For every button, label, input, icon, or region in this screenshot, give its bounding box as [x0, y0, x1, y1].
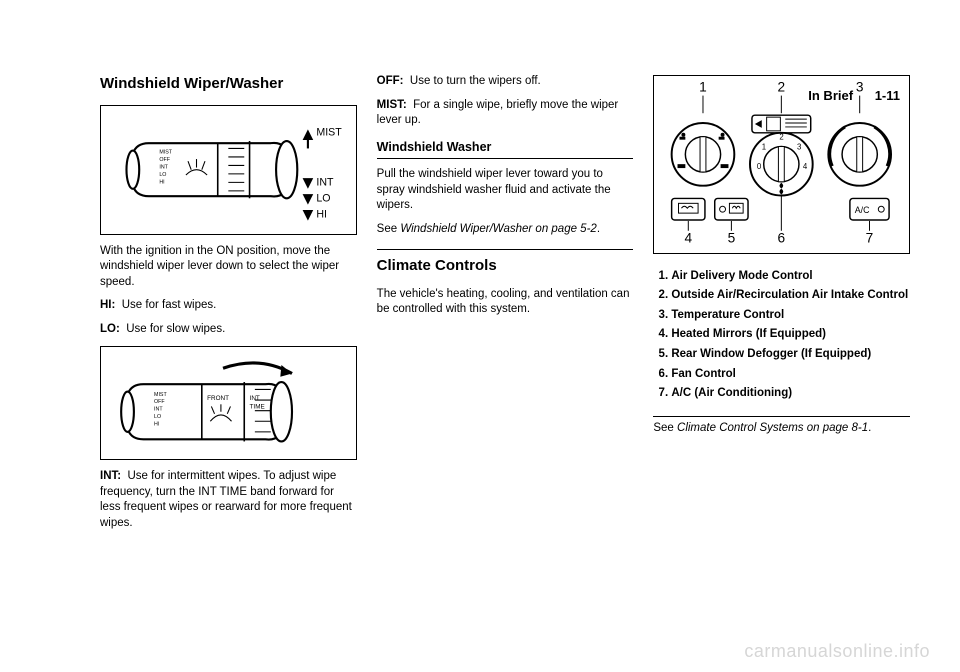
stalk-label: HI: [159, 180, 164, 186]
legend-4: Heated Mirrors (If Equipped): [671, 327, 910, 343]
wiper-hi: HI: Use for fast wipes.: [100, 298, 357, 314]
legend-7: A/C (Air Conditioning): [671, 386, 910, 402]
wiper-int: INT: Use for intermittent wipes. To adju…: [100, 469, 357, 531]
climate-title: Climate Controls: [377, 249, 634, 276]
washer-heading: Windshield Washer: [377, 139, 634, 160]
stalk-label: MIST: [159, 150, 172, 156]
legend-5: Rear Window Defogger (If Equipped): [671, 347, 910, 363]
legend-6: Fan Control: [671, 367, 910, 383]
see-prefix: See: [377, 223, 401, 235]
page-header: In Brief 1-11: [808, 88, 900, 103]
fan-2: 2: [780, 133, 784, 142]
term-mist: MIST:: [377, 99, 407, 111]
climate-text: The vehicle's heating, cooling, and vent…: [377, 287, 634, 318]
fan-3: 3: [797, 142, 802, 151]
callout-6: 6: [778, 231, 786, 246]
callout-5: 5: [728, 231, 736, 246]
see-ref: Windshield Wiper/Washer on page 5-2: [400, 223, 596, 235]
stalk-label: OFF: [159, 157, 170, 163]
stalk-label: LO: [159, 172, 166, 178]
column-3: 1 2 3: [653, 70, 910, 610]
wiper-lo: LO: Use for slow wipes.: [100, 322, 357, 338]
watermark: carmanualsonline.info: [744, 641, 930, 662]
callout-2: 2: [778, 80, 786, 95]
text-int: Use for intermittent wipes. To adjust wi…: [100, 470, 352, 529]
legend-2: Outside Air/Recirculation Air Intake Con…: [671, 288, 910, 304]
stalk-label: INT: [159, 165, 168, 171]
text-lo: Use for slow wipes.: [126, 323, 225, 335]
fan-0: 0: [757, 162, 762, 171]
text-off: Use to turn the wipers off.: [410, 75, 541, 87]
header-page-number: 1-11: [875, 88, 900, 103]
stalk-label: MIST: [154, 392, 167, 398]
term-lo: LO:: [100, 323, 120, 335]
washer-text: Pull the windshield wiper lever toward y…: [377, 167, 634, 214]
legend-3: Temperature Control: [671, 308, 910, 324]
column-1: Windshield Wiper/Washer: [100, 70, 357, 610]
legend-1: Air Delivery Mode Control: [671, 269, 910, 285]
wiper-mist: MIST: For a single wipe, briefly move th…: [377, 98, 634, 129]
callout-7: 7: [866, 231, 874, 246]
ac-label: A/C: [855, 205, 870, 215]
header-section: In Brief: [808, 88, 853, 103]
callout-1: 1: [700, 80, 708, 95]
climate-legend: Air Delivery Mode Control Outside Air/Re…: [653, 265, 910, 406]
column-2: OFF: Use to turn the wipers off. MIST: F…: [377, 70, 634, 610]
label-int: INT: [316, 177, 334, 189]
label-int-time-2: TIME: [250, 404, 265, 411]
term-off: OFF:: [377, 75, 404, 87]
label-hi: HI: [316, 209, 327, 221]
stalk-label: HI: [154, 422, 159, 428]
see2-ref: Climate Control Systems on page 8-1: [677, 422, 868, 434]
wiper-intro: With the ignition in the ON position, mo…: [100, 244, 357, 291]
climate-see: See Climate Control Systems on page 8-1.: [653, 416, 910, 437]
wiper-off: OFF: Use to turn the wipers off.: [377, 74, 634, 90]
stalk-label: LO: [154, 414, 161, 420]
fan-1: 1: [762, 142, 766, 151]
figure-wiper-lever: MIST OFF INT LO HI MIST INT LO HI: [100, 105, 357, 235]
label-int-time-1: INT: [250, 395, 260, 402]
see-suffix: .: [597, 223, 600, 235]
term-hi: HI:: [100, 299, 115, 311]
washer-see: See Windshield Wiper/Washer on page 5-2.: [377, 222, 634, 238]
fan-4: 4: [803, 162, 808, 171]
see2-suffix: .: [868, 422, 871, 434]
label-mist: MIST: [316, 127, 342, 139]
see2-prefix: See: [653, 422, 677, 434]
label-front: FRONT: [207, 395, 229, 402]
figure-wiper-int: FRONT MIST OFF INT LO HI INT TIME: [100, 346, 357, 460]
text-hi: Use for fast wipes.: [122, 299, 217, 311]
term-int: INT:: [100, 470, 121, 482]
stalk-label: INT: [154, 407, 163, 413]
label-lo: LO: [316, 193, 330, 205]
text-mist: For a single wipe, briefly move the wipe…: [377, 99, 619, 127]
callout-4: 4: [685, 231, 693, 246]
stalk-label: OFF: [154, 400, 165, 406]
wiper-title: Windshield Wiper/Washer: [100, 74, 357, 94]
